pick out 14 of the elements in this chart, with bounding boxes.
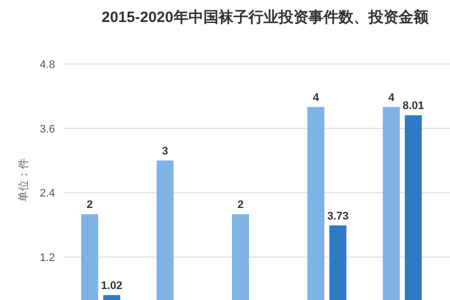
y-tick-label: 3.6 bbox=[40, 123, 55, 136]
y-tick-label: 4.8 bbox=[40, 59, 55, 71]
chart-title: 2015-2020年中国袜子行业投资事件数、投资金额 bbox=[102, 8, 430, 26]
y-tick-label: 1.2 bbox=[40, 252, 55, 264]
y-axis-title: 单位：件 bbox=[17, 158, 30, 202]
data-label: 3.73 bbox=[327, 210, 349, 222]
data-label: 8.01 bbox=[402, 100, 424, 112]
data-label: 4 bbox=[312, 92, 320, 104]
data-label: 1.02 bbox=[100, 280, 122, 292]
data-label: 2 bbox=[86, 199, 93, 212]
data-label: 3 bbox=[162, 146, 168, 158]
data-label: 2 bbox=[237, 199, 244, 212]
data-label: 4 bbox=[388, 92, 396, 104]
y-tick-label: 2.4 bbox=[40, 188, 55, 200]
